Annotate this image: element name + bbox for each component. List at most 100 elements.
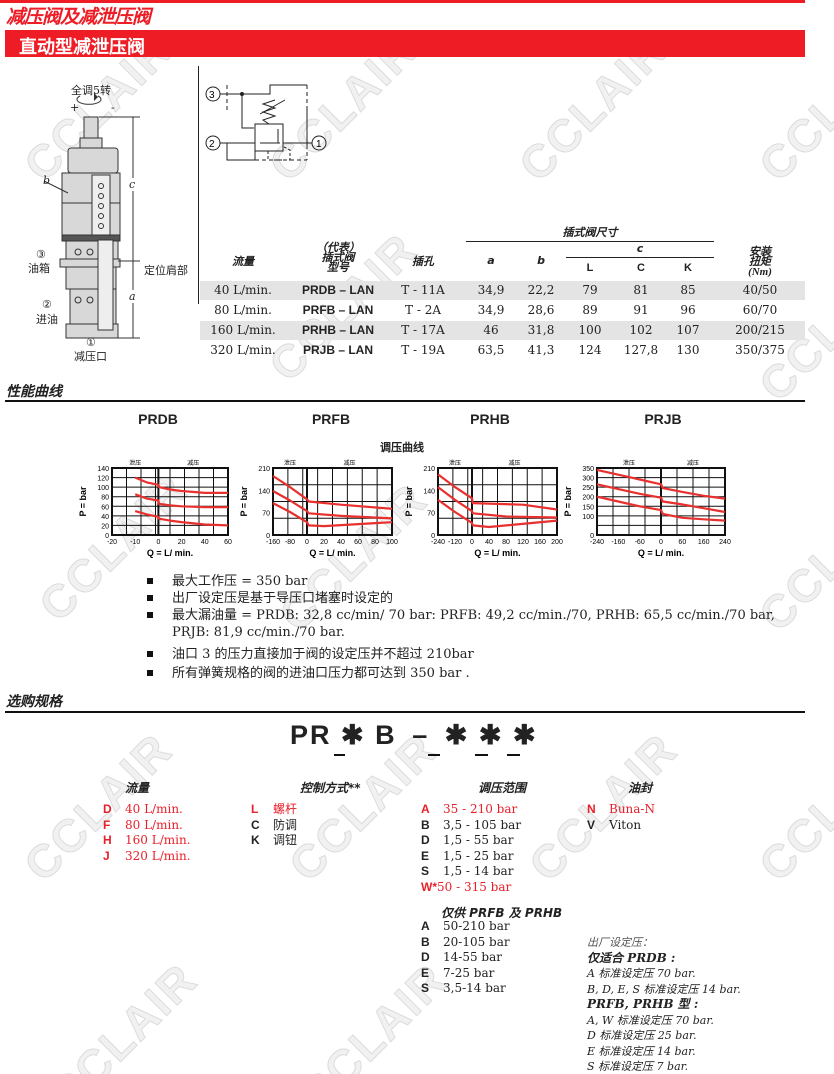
code-flow-placeholder: ✱ [341, 720, 366, 750]
bullet-icon [147, 670, 153, 676]
bullet-icon [147, 578, 153, 584]
header-model-line1: （代表） [316, 241, 360, 254]
table-row: 320 L/min. PRJB – LAN T - 19A 63,5 41,3 124 12… [200, 341, 805, 360]
cell-K: 107 [676, 323, 700, 337]
chart-title-prdb: PRDB [138, 411, 178, 427]
option-item: V Viton [587, 818, 655, 834]
header-model: （代表） 插式阀 型号 [308, 241, 368, 274]
x-tick-label: 40 [485, 539, 493, 546]
option-value: Viton [609, 817, 642, 832]
cell-torque: 200/215 [735, 323, 785, 337]
option-item: D 14-55 bar [421, 950, 510, 966]
table-row: 40 L/min. PRDB – LAN T - 11A 34,9 22,2 79 81 85… [200, 281, 805, 300]
chart-prjb: -240 -160 -60 0 60 160 240 0 100 150 200 250 300 350 泄… [563, 459, 731, 558]
y-tick-label: 100 [582, 514, 594, 521]
cell-model: PRHB – LAN [301, 323, 375, 337]
cell-K: 96 [680, 303, 696, 317]
factory-setting-note: A, W 标准设定压 70 bar. [587, 1013, 714, 1027]
option-code: C [251, 817, 260, 832]
x-axis-label: Q = L/ min. [638, 548, 684, 558]
header-torque-line3: (Nm) [748, 266, 772, 278]
option-code: A [421, 802, 430, 816]
factory-setting-note: B, D, E, S 标准设定压 14 bar. [587, 982, 741, 996]
curve-2 [134, 493, 228, 509]
option-item: J 320 L/min. [103, 849, 191, 865]
option-value: 调钮 [273, 833, 298, 847]
cell-b: 41,3 [527, 343, 555, 357]
port1-number: ① [86, 336, 96, 349]
header-K: K [684, 262, 692, 274]
y-tick-label: 60 [101, 504, 109, 511]
header-model-line3: 型号 [327, 261, 349, 274]
option-item: A 50-210 bar [421, 919, 510, 935]
port3-label: 油箱 [28, 262, 50, 275]
option-code: W* [421, 879, 437, 894]
y-tick-label: 140 [97, 466, 109, 473]
cell-flow: 160 L/min. [210, 323, 276, 337]
y-tick-label: 200 [582, 495, 594, 502]
curve-1 [596, 468, 726, 500]
option-value: 50 - 315 bar [437, 879, 512, 894]
option-value: 7-25 bar [443, 965, 495, 980]
table-row: 160 L/min. PRHB – LAN T - 17A 46 31,8 100 102 1… [200, 321, 805, 340]
x-axis-label: Q = L/ min. [309, 548, 355, 558]
y-tick-label: 140 [423, 488, 435, 495]
curve-3 [437, 499, 558, 529]
option-item: D 40 L/min. [103, 802, 191, 818]
header-cavity: 插孔 [412, 255, 434, 268]
model-code: PR ✱ B – ✱ ✱ ✱ [290, 720, 538, 751]
range-sub-header: 仅供 PRFB 及 PRHB [441, 906, 563, 920]
y-tick-label: 0 [266, 533, 270, 540]
option-item: D 1,5 - 55 bar [421, 833, 521, 849]
table-c-rule [566, 257, 714, 258]
cell-torque: 60/70 [742, 303, 778, 317]
chart-title-prjb: PRJB [644, 411, 682, 427]
option-code: D [421, 833, 430, 847]
cell-flow: 320 L/min. [210, 343, 276, 357]
seal-header: 油封 [628, 781, 653, 795]
header-b: b [537, 254, 545, 267]
header-model-line2: 插式阀 [321, 251, 355, 264]
region-right-label: 减压 [187, 459, 199, 467]
factory-setting-note: 出厂设定压： [587, 936, 653, 949]
dim-c-label: c [129, 178, 136, 191]
curve-title: 调压曲线 [380, 441, 424, 454]
region-left-label: 泄压 [284, 459, 296, 467]
option-value: 35 - 210 bar [443, 802, 518, 816]
x-tick-label: 0 [305, 539, 309, 546]
option-code: L [251, 802, 259, 816]
region-right-label: 减压 [687, 459, 699, 467]
header-L: L [586, 262, 594, 274]
y-tick-label: 210 [258, 466, 270, 473]
note-text: 最大工作压 = 350 bar [172, 574, 308, 589]
section-rule [5, 711, 805, 713]
x-tick-label: 60 [354, 539, 362, 546]
curve-2 [272, 490, 393, 520]
option-code: V [587, 817, 596, 832]
note-text: 最大漏油量 = PRDB: 32,8 cc/min/ 70 bar: PRFB:… [172, 608, 775, 623]
cell-cavity: T - 19A [401, 343, 445, 357]
factory-setting-note: E 标准设定压 14 bar. [587, 1044, 696, 1058]
option-value: 20-105 bar [443, 934, 510, 949]
port3-number: ③ [36, 248, 46, 261]
x-tick-label: 20 [320, 539, 328, 546]
port1-label: 减压口 [74, 350, 107, 363]
cell-a: 34,9 [477, 283, 505, 297]
cell-b: 31,8 [527, 323, 555, 337]
option-code: E [421, 848, 430, 863]
header-torque-line2: 扭矩 [749, 255, 771, 268]
cell-flow: 40 L/min. [214, 283, 272, 297]
y-tick-label: 0 [431, 533, 435, 540]
y-tick-label: 210 [423, 466, 435, 473]
option-code: B [421, 934, 430, 949]
option-item: F 80 L/min. [103, 818, 191, 834]
cell-K: 130 [676, 343, 700, 357]
y-tick-label: 300 [582, 476, 594, 483]
x-tick-label: -20 [107, 539, 117, 546]
y-tick-label: 0 [105, 533, 109, 540]
plus-label: + [70, 101, 80, 114]
region-right-label: 减压 [343, 459, 355, 467]
y-tick-label: 140 [258, 488, 270, 495]
option-code: B [421, 817, 430, 832]
y-tick-label: 0 [590, 533, 594, 540]
